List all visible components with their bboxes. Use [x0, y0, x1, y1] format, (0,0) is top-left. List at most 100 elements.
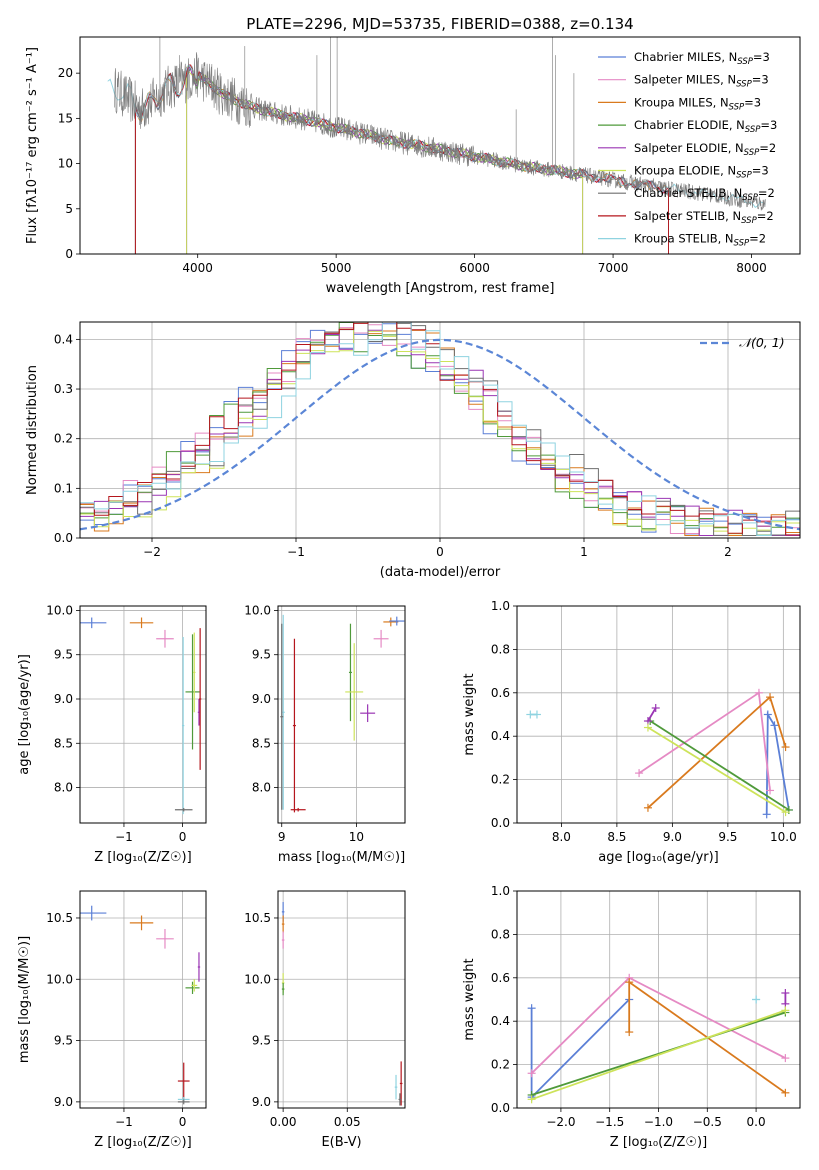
x-tick-label: 10	[349, 830, 364, 844]
y-tick-label: 8.0	[252, 781, 271, 795]
x-tick-label: −1.0	[644, 1115, 673, 1129]
y-tick-label: 10.0	[46, 972, 73, 986]
legend-entry: Chabrier STELIB, NSSP=2	[634, 186, 775, 203]
axes-frame	[516, 605, 801, 824]
x-tick-label: −1	[287, 545, 305, 559]
x-axis-label: wavelength [Angstrom, rest frame]	[326, 281, 555, 296]
panel-mass-vs-EBV: 0.00 0.05 9.0 9.5 10.0 10.5 E(B-V)	[244, 890, 406, 1150]
x-tick-label: −1	[115, 830, 133, 844]
legend-entry: Chabrier MILES, NSSP=3	[634, 50, 770, 67]
panel-massweight-vs-age: 8.0 8.5 9.0 9.5 10.0 0.0 0.2 0.4 0.6 0.8 1.0 age [l…	[462, 599, 801, 865]
plot-area	[526, 688, 793, 819]
x-tick-label: 1	[580, 545, 588, 559]
plot-area	[107, 37, 766, 254]
legend-entry: Salpeter STELIB, NSSP=2	[634, 209, 774, 226]
y-tick-label: 9.0	[252, 1095, 271, 1109]
axes-frame	[79, 321, 801, 539]
x-axis-label: age [log₁₀(age/yr)]	[598, 850, 719, 865]
plot-area	[80, 905, 201, 1105]
x-tick-label: 9.0	[663, 830, 682, 844]
y-axis-label: Normed distribution	[25, 365, 40, 495]
y-tick-label: 1.0	[491, 884, 510, 898]
model-curve-salpeter-elodie	[186, 66, 584, 254]
x-tick-label: 0.05	[334, 1115, 361, 1129]
y-tick-label: 0.1	[54, 481, 73, 495]
x-tick-label: −1.5	[595, 1115, 624, 1129]
y-tick-label: 9.0	[54, 1095, 73, 1109]
y-tick-label: 9.0	[54, 692, 73, 706]
x-tick-label: 8.5	[607, 830, 626, 844]
gaussian-curve	[80, 338, 800, 531]
legend-entry: Salpeter MILES, NSSP=3	[634, 73, 769, 90]
y-tick-label: 0.3	[54, 382, 73, 396]
y-tick-label: 0.6	[491, 686, 510, 700]
y-tick-label: 0.0	[491, 1101, 510, 1115]
y-axis-label: mass weight	[462, 958, 477, 1040]
y-tick-label: 0.0	[491, 816, 510, 830]
plot-area	[527, 973, 790, 1104]
x-tick-label: 4000	[182, 261, 213, 275]
mass-weight-line	[531, 1011, 786, 1096]
plot-area	[281, 902, 403, 1106]
x-tick-label: 10.0	[770, 830, 797, 844]
plot-area	[80, 322, 800, 536]
legend-entry: Kroupa STELIB, NSSP=2	[634, 232, 766, 249]
y-tick-label: 10.0	[244, 972, 271, 986]
x-tick-label: −1	[115, 1115, 133, 1129]
x-tick-label: −2	[143, 545, 161, 559]
y-tick-label: 0.4	[491, 729, 510, 743]
x-tick-label: 0	[179, 1115, 187, 1129]
legend: Chabrier MILES, NSSP=3 Salpeter MILES, NS…	[598, 50, 777, 249]
y-tick-label: 0.2	[54, 432, 73, 446]
x-tick-label: −2.0	[546, 1115, 575, 1129]
y-tick-label: 9.5	[252, 648, 271, 662]
y-tick-label: 10.5	[46, 911, 73, 925]
y-tick-label: 0.6	[491, 971, 510, 985]
x-axis-label: E(B-V)	[321, 1135, 361, 1150]
y-tick-label: 8.5	[252, 736, 271, 750]
x-axis-label: Z [log₁₀(Z/Z☉)]	[94, 1135, 191, 1150]
axes-frame	[79, 890, 207, 1109]
x-tick-label: 9	[278, 830, 286, 844]
residual-histogram-kroupa-stelib	[80, 322, 800, 536]
residual-histogram-salpeter-miles	[80, 324, 800, 536]
legend-entry: Salpeter ELODIE, NSSP=2	[634, 141, 776, 158]
x-tick-label: −0.5	[693, 1115, 722, 1129]
y-tick-label: 10.5	[244, 911, 271, 925]
y-tick-label: 9.5	[252, 1034, 271, 1048]
y-tick-label: 0.4	[491, 1014, 510, 1028]
y-tick-label: 10.0	[46, 603, 73, 617]
observed-spectrum	[114, 52, 766, 211]
y-tick-label: 0.2	[491, 773, 510, 787]
axes-frame	[516, 890, 801, 1109]
x-tick-label: 0.00	[270, 1115, 297, 1129]
mass-weight-line	[647, 726, 787, 813]
axes-frame	[79, 36, 801, 255]
y-tick-label: 20	[58, 66, 73, 80]
mass-weight-line	[531, 1009, 786, 1101]
y-tick-label: 10	[58, 157, 73, 171]
mass-weight-line	[765, 711, 790, 815]
y-tick-label: 9.5	[54, 1034, 73, 1048]
legend-entry: Kroupa MILES, NSSP=3	[634, 95, 761, 112]
x-tick-label: 0.0	[747, 1115, 766, 1129]
x-tick-label: 0	[179, 830, 187, 844]
axes-frame	[79, 605, 207, 824]
mass-weight-line	[649, 720, 790, 811]
x-tick-label: 9.5	[718, 830, 737, 844]
panel-mass-vs-Z: −1 0 9.0 9.5 10.0 10.5 Z [log₁₀(Z/Z☉)] mass [lo…	[17, 890, 207, 1150]
x-axis-label: Z [log₁₀(Z/Z☉)]	[94, 850, 191, 865]
x-tick-label: 8.0	[552, 830, 571, 844]
x-tick-label: 2	[724, 545, 732, 559]
y-tick-label: 5	[65, 202, 73, 216]
x-tick-label: 0	[436, 545, 444, 559]
y-axis-label: Flux [fλ10⁻¹⁷ erg cm⁻² s⁻¹ A⁻¹]	[25, 47, 40, 244]
y-axis-label: mass [log₁₀(M/M☉)]	[17, 936, 32, 1063]
y-tick-label: 0.0	[54, 531, 73, 545]
y-tick-label: 1.0	[491, 599, 510, 613]
panel-spectrum: 4000 5000 6000 7000 8000 0 5 10 15 20 wavelength […	[25, 36, 801, 296]
y-axis-label: age [log₁₀(age/yr)]	[17, 654, 32, 775]
y-tick-label: 8.5	[54, 736, 73, 750]
legend-entry: Chabrier ELODIE, NSSP=3	[634, 118, 777, 135]
x-axis-label: (data-model)/error	[380, 565, 501, 580]
